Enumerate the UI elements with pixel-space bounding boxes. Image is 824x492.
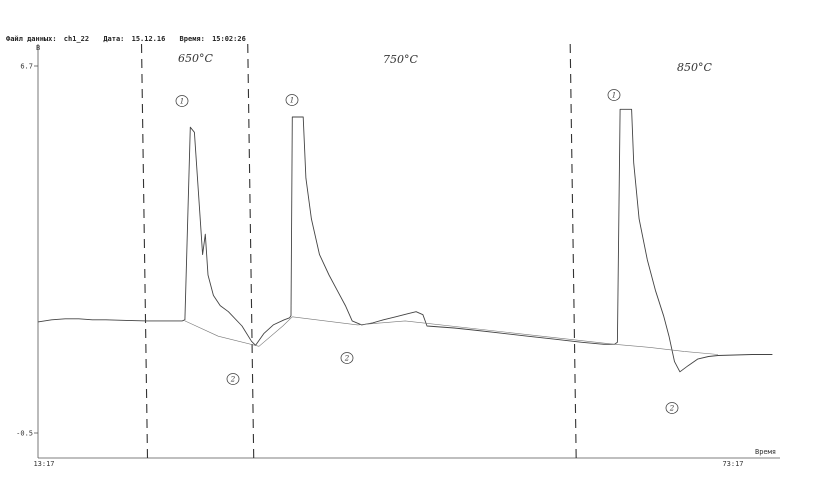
x-tick-label-0: 13:17 xyxy=(33,460,54,468)
marker-label-5: 2 xyxy=(669,405,675,413)
x-ticks: 13:17 73:17 xyxy=(33,460,743,468)
marker-label-2: 1 xyxy=(290,97,294,105)
marker-circle-2 xyxy=(285,94,299,106)
divider-line-0 xyxy=(140,43,149,461)
x-tick-label-1: 73:17 xyxy=(722,460,743,468)
y-tick-label-0: 6.7 xyxy=(20,63,33,71)
time-value: 15:02:26 xyxy=(212,35,246,43)
marker-label-0: 1 xyxy=(180,98,184,106)
marker-circle-5 xyxy=(665,402,679,414)
marker-circle-3 xyxy=(340,352,354,364)
region-labels: 650°C 750°C 850°C xyxy=(178,52,712,74)
series-layer xyxy=(37,108,773,373)
region-label-0: 650°C xyxy=(178,52,213,65)
marker-label-3: 2 xyxy=(344,355,350,363)
marker-label-1: 2 xyxy=(230,376,236,384)
header-line: Файл данных: ch1_22 Дата: 15.12.16 Время… xyxy=(6,35,246,43)
y-ticks: 6.7 -0.5 xyxy=(16,63,38,438)
marker-circle-0 xyxy=(175,95,189,107)
divider-line-1 xyxy=(247,43,255,461)
time-label: Время: xyxy=(180,35,205,43)
date-value: 15.12.16 xyxy=(132,35,166,43)
file-label: Файл данных: xyxy=(6,35,57,43)
file-value: ch1_22 xyxy=(64,35,89,43)
y-tick-label-1: -0.5 xyxy=(16,430,33,438)
marker-circle-1 xyxy=(226,373,240,385)
markers-layer: 1 2 1 2 1 2 xyxy=(175,89,679,414)
region-dividers xyxy=(140,43,577,461)
region-label-2: 850°C xyxy=(677,61,712,74)
region-label-1: 750°C xyxy=(383,53,418,66)
x-axis-label: Время xyxy=(755,448,776,456)
date-label: Дата: xyxy=(103,35,124,43)
marker-circle-4 xyxy=(607,89,621,101)
marker-label-4: 1 xyxy=(612,92,616,100)
series-line-0 xyxy=(37,108,773,373)
divider-line-2 xyxy=(569,43,577,461)
series-line-1 xyxy=(184,316,719,355)
